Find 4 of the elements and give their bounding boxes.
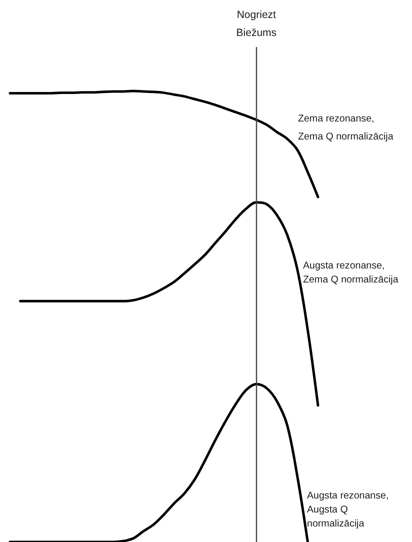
text: Nogriezt Biežums xyxy=(236,9,277,39)
series-label: Augsta rezonanse, Zema Q normalizācija xyxy=(303,260,399,286)
series-label: Augsta rezonanse, Augsta Q normalizācija xyxy=(307,490,389,530)
series-label: Zema rezonanse, Zema Q normalizācija xyxy=(298,114,394,142)
